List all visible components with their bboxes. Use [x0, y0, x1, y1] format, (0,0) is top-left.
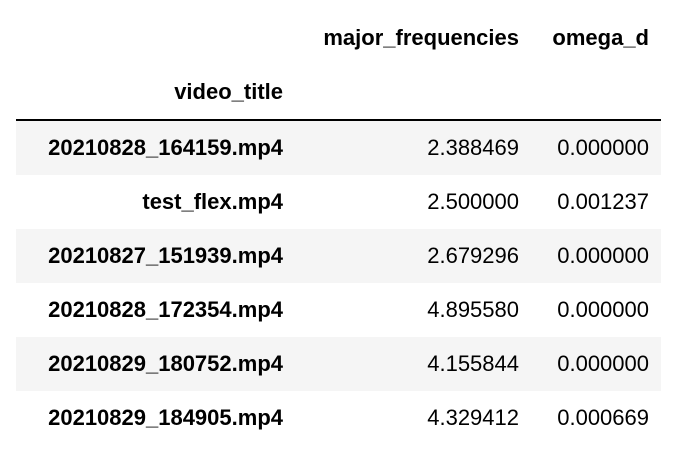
major-frequencies-cell: 2.388469 — [427, 135, 519, 160]
table-row: 20210829_184905.mp4 4.329412 0.000669 — [16, 391, 661, 445]
header-divider — [16, 119, 661, 121]
table-row: 20210829_180752.mp4 4.155844 0.000000 — [16, 337, 661, 391]
table-row: 20210827_151939.mp4 2.679296 0.000000 — [16, 229, 661, 283]
major-frequencies-cell: 4.895580 — [427, 297, 519, 322]
omega-d-cell: 0.000000 — [557, 243, 649, 268]
row-index-label: test_flex.mp4 — [142, 189, 283, 214]
index-name-header: video_title — [174, 79, 283, 104]
table-row: 20210828_164159.mp4 2.388469 0.000000 — [16, 121, 661, 175]
column-header-row: major_frequencies omega_d — [16, 11, 661, 65]
major-frequencies-cell: 2.679296 — [427, 243, 519, 268]
column-header-omega-d: omega_d — [552, 25, 649, 50]
index-header-row: video_title — [16, 65, 661, 119]
omega-d-cell: 0.000000 — [557, 135, 649, 160]
row-index-label: 20210828_164159.mp4 — [48, 135, 283, 160]
major-frequencies-cell: 4.329412 — [427, 405, 519, 430]
row-index-label: 20210827_151939.mp4 — [48, 243, 283, 268]
column-header-major-frequencies: major_frequencies — [323, 25, 519, 50]
major-frequencies-cell: 2.500000 — [427, 189, 519, 214]
omega-d-cell: 0.000000 — [557, 297, 649, 322]
row-index-label: 20210829_180752.mp4 — [48, 351, 283, 376]
table-row: 20210828_172354.mp4 4.895580 0.000000 — [16, 283, 661, 337]
row-index-label: 20210829_184905.mp4 — [48, 405, 283, 430]
omega-d-cell: 0.000669 — [557, 405, 649, 430]
row-index-label: 20210828_172354.mp4 — [48, 297, 283, 322]
omega-d-cell: 0.001237 — [557, 189, 649, 214]
omega-d-cell: 0.000000 — [557, 351, 649, 376]
dataframe-table: major_frequencies omega_d video_title 20… — [16, 11, 661, 445]
table-row: test_flex.mp4 2.500000 0.001237 — [16, 175, 661, 229]
major-frequencies-cell: 4.155844 — [427, 351, 519, 376]
